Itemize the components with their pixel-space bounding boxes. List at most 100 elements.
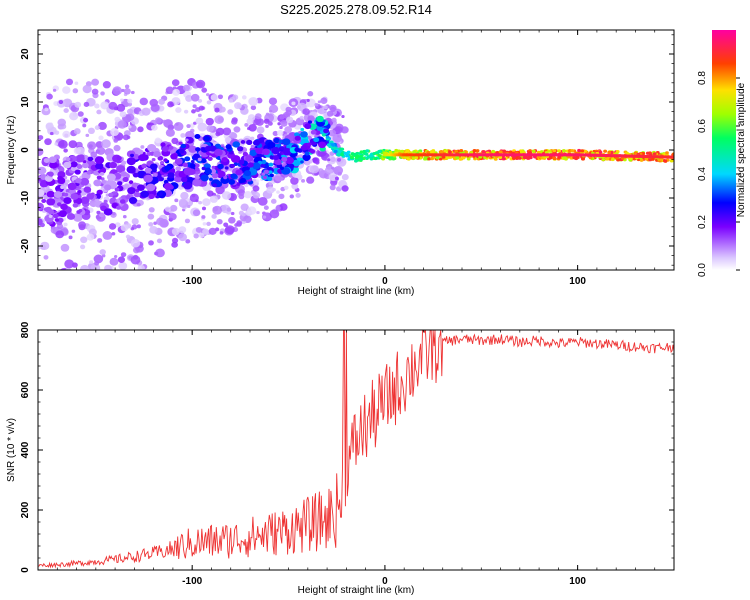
heatmap-cell — [198, 232, 205, 238]
heatmap-cell — [281, 156, 288, 162]
heatmap-cell — [83, 101, 90, 107]
heatmap-cell — [74, 169, 81, 175]
heatmap-cell — [294, 135, 301, 141]
heatmap-cell — [300, 131, 308, 138]
heatmap-cell — [306, 98, 310, 102]
heatmap-cell — [267, 141, 276, 149]
heatmap-cell — [300, 127, 305, 132]
heatmap-cell — [439, 150, 444, 154]
heatmap-cell — [86, 160, 91, 164]
heatmap-cell — [112, 212, 116, 216]
heatmap-cell — [561, 149, 566, 153]
heatmap-cell — [219, 106, 226, 113]
heatmap-cell — [149, 163, 158, 170]
heatmap-cell — [242, 151, 249, 157]
heatmap-cell — [345, 154, 350, 158]
heatmap-cell — [157, 155, 164, 161]
heatmap-cell — [206, 100, 212, 105]
heatmap-cell — [219, 231, 224, 235]
heatmap-cell — [228, 179, 236, 185]
heatmap-cell — [53, 292, 59, 297]
heatmap-y-axis-label: Frequency (Hz) — [6, 116, 17, 185]
heatmap-cell — [130, 255, 141, 265]
heatmap-cell — [72, 88, 79, 94]
heatmap-cell — [117, 181, 123, 186]
heatmap-cell — [253, 181, 258, 185]
heatmap-cell — [341, 173, 349, 181]
heatmap-cell — [122, 134, 130, 141]
heatmap-cell — [128, 125, 132, 129]
colorbar-gradient — [712, 30, 736, 270]
heatmap-cell — [122, 176, 129, 183]
heatmap-cell — [96, 210, 101, 215]
heatmap-cell — [78, 221, 87, 229]
heatmap-cell — [63, 222, 68, 227]
heatmap-cell — [279, 166, 285, 170]
heatmap-cell — [55, 301, 59, 305]
heatmap-cell — [110, 128, 120, 137]
heatmap-cell — [183, 181, 193, 190]
heatmap-cell — [448, 150, 452, 154]
heatmap-cell — [285, 156, 295, 165]
heatmap-cell — [194, 167, 200, 172]
heatmap-cell — [557, 149, 561, 153]
heatmap-cell — [255, 146, 264, 155]
heatmap-cell — [133, 191, 141, 198]
heatmap-cell — [104, 264, 112, 270]
heatmap-cell — [531, 149, 536, 153]
heatmap-cell — [650, 157, 655, 161]
heatmap-cell — [557, 155, 562, 159]
heatmap-cell — [304, 159, 311, 166]
heatmap-cell — [211, 165, 216, 169]
heatmap-cell — [124, 84, 130, 89]
heatmap-cell — [120, 252, 127, 258]
heatmap-cell — [195, 79, 206, 89]
heatmap-cell — [331, 143, 336, 147]
heatmap-cell — [237, 189, 246, 196]
heatmap-cell — [300, 160, 304, 164]
heatmap-cell — [323, 128, 330, 134]
heatmap-cell — [39, 297, 47, 304]
heatmap-cell — [355, 154, 360, 158]
heatmap-cell — [223, 222, 229, 228]
heatmap-cell — [56, 202, 62, 207]
heatmap-cell — [136, 184, 145, 191]
heatmap-cell — [256, 126, 265, 134]
heatmap-cell — [236, 103, 242, 109]
heatmap-cell — [77, 194, 82, 199]
heatmap-cell — [168, 185, 174, 190]
heatmap-cell — [129, 153, 135, 158]
heatmap-cell — [316, 125, 323, 131]
heatmap-cell — [211, 172, 219, 179]
heatmap-cell — [272, 130, 279, 137]
heatmap-cell — [615, 150, 620, 154]
heatmap-cell — [341, 114, 345, 119]
heatmap-cell — [58, 210, 67, 218]
heatmap-cell — [306, 176, 315, 184]
heatmap-cell — [610, 157, 615, 162]
heatmap-cell — [217, 163, 224, 170]
heatmap-cell — [58, 139, 68, 149]
heatmap-cell — [572, 156, 577, 160]
heatmap-cell — [521, 150, 526, 154]
heatmap-cell — [123, 183, 130, 189]
heatmap-cell — [96, 175, 102, 180]
heatmap-cell — [268, 162, 274, 167]
snr-y-tick-label: 400 — [20, 441, 31, 458]
heatmap-cell — [54, 218, 60, 222]
heatmap-cell — [171, 79, 180, 87]
heatmap-cell — [111, 231, 116, 236]
heatmap-cell — [238, 150, 243, 154]
heatmap-cell — [326, 155, 337, 165]
heatmap-cell — [63, 148, 68, 153]
heatmap-cell — [552, 149, 557, 153]
heatmap-cell — [66, 271, 72, 277]
heatmap-cell — [119, 111, 127, 118]
heatmap-x-axis-label: Height of straight line (km) — [298, 286, 415, 297]
heatmap-cell — [91, 272, 98, 278]
heatmap-cell — [262, 215, 267, 219]
heatmap-cell — [238, 194, 245, 200]
heatmap-cell — [75, 178, 82, 184]
heatmap-cell — [140, 145, 145, 149]
heatmap-cell — [53, 191, 63, 198]
